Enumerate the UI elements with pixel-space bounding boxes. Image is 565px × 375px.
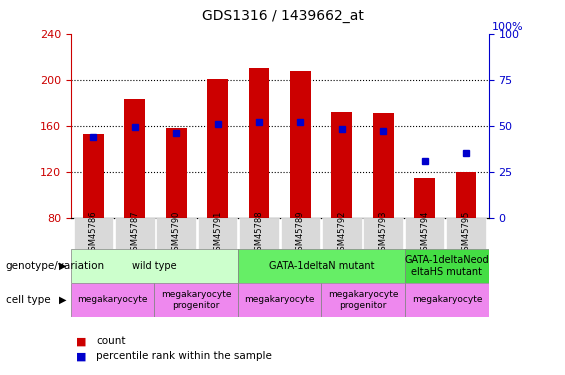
Bar — [249, 68, 270, 218]
Text: GSM45791: GSM45791 — [213, 211, 222, 256]
Bar — [83, 134, 104, 218]
Text: GSM45786: GSM45786 — [89, 211, 98, 256]
Text: GSM45787: GSM45787 — [131, 211, 140, 256]
Bar — [71, 283, 154, 317]
FancyBboxPatch shape — [405, 218, 445, 249]
Bar — [238, 249, 405, 283]
FancyBboxPatch shape — [363, 218, 403, 249]
Bar — [455, 172, 476, 217]
Bar — [321, 283, 405, 317]
FancyBboxPatch shape — [157, 218, 196, 249]
Text: ■: ■ — [76, 336, 87, 346]
Bar — [405, 249, 489, 283]
Text: GATA-1deltaNeod
eltaHS mutant: GATA-1deltaNeod eltaHS mutant — [405, 255, 489, 277]
Bar — [405, 283, 489, 317]
Text: megakaryocyte: megakaryocyte — [77, 296, 147, 304]
Text: ■: ■ — [76, 351, 87, 361]
Bar — [414, 178, 435, 218]
Bar — [166, 128, 186, 218]
Bar — [124, 99, 145, 218]
Text: GDS1316 / 1439662_at: GDS1316 / 1439662_at — [202, 9, 363, 23]
Bar — [290, 70, 311, 217]
FancyBboxPatch shape — [73, 218, 113, 249]
Bar — [238, 283, 321, 317]
Text: GSM45793: GSM45793 — [379, 211, 388, 256]
Bar — [154, 283, 238, 317]
Text: count: count — [96, 336, 125, 346]
Text: GSM45792: GSM45792 — [337, 211, 346, 256]
Text: 100%: 100% — [492, 22, 523, 32]
FancyBboxPatch shape — [239, 218, 279, 249]
Text: GSM45788: GSM45788 — [254, 211, 263, 256]
Text: ▶: ▶ — [59, 261, 66, 271]
Text: wild type: wild type — [132, 261, 176, 271]
Text: GSM45789: GSM45789 — [296, 211, 305, 256]
Text: megakaryocyte: megakaryocyte — [245, 296, 315, 304]
Text: percentile rank within the sample: percentile rank within the sample — [96, 351, 272, 361]
Bar — [207, 78, 228, 218]
Bar — [373, 113, 393, 218]
Text: ▶: ▶ — [59, 295, 66, 305]
Bar — [71, 249, 238, 283]
Text: GATA-1deltaN mutant: GATA-1deltaN mutant — [269, 261, 374, 271]
Text: megakaryocyte: megakaryocyte — [412, 296, 482, 304]
FancyBboxPatch shape — [115, 218, 155, 249]
Text: GSM45790: GSM45790 — [172, 211, 181, 256]
Text: megakaryocyte
progenitor: megakaryocyte progenitor — [328, 290, 398, 310]
Text: genotype/variation: genotype/variation — [6, 261, 105, 271]
Text: GSM45795: GSM45795 — [462, 211, 471, 256]
FancyBboxPatch shape — [322, 218, 362, 249]
FancyBboxPatch shape — [280, 218, 320, 249]
Text: GSM45794: GSM45794 — [420, 211, 429, 256]
FancyBboxPatch shape — [198, 218, 237, 249]
Text: cell type: cell type — [6, 295, 50, 305]
FancyBboxPatch shape — [446, 218, 486, 249]
Bar — [332, 112, 352, 218]
Text: megakaryocyte
progenitor: megakaryocyte progenitor — [161, 290, 231, 310]
